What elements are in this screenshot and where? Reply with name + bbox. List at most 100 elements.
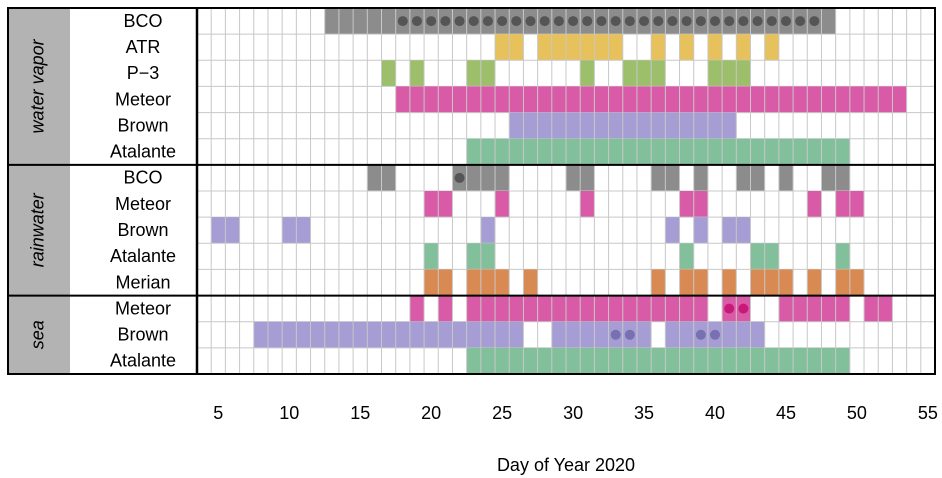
row-label: Atalante: [110, 142, 176, 162]
row-label: BCO: [123, 168, 162, 188]
dot: [426, 16, 437, 27]
x-tick-label: 20: [421, 403, 441, 423]
span-bar: [764, 34, 779, 61]
dot: [497, 16, 508, 27]
row-label: Meteor: [115, 194, 171, 214]
dot: [397, 16, 408, 27]
dot: [653, 16, 664, 27]
row-label: BCO: [123, 11, 162, 31]
row-label: Brown: [117, 325, 168, 345]
span-bar: [750, 269, 794, 296]
dot: [568, 16, 579, 27]
row-label: ATR: [126, 37, 161, 57]
span-bar: [523, 269, 538, 296]
group-box: [8, 164, 70, 296]
group-label: rainwater: [28, 192, 48, 267]
dot: [610, 329, 621, 340]
span-bar: [409, 295, 425, 322]
dot: [695, 329, 706, 340]
row-label: Brown: [117, 220, 168, 240]
group-box: [8, 295, 70, 374]
row-label: Atalante: [110, 246, 176, 266]
dot: [667, 16, 678, 27]
span-bar: [736, 34, 751, 61]
group-label: sea: [28, 320, 48, 349]
dot: [724, 16, 735, 27]
x-tick-label: 35: [634, 403, 654, 423]
span-bar: [466, 347, 850, 374]
span-bar: [622, 60, 666, 87]
span-bar: [722, 269, 737, 296]
dot: [539, 16, 550, 27]
dot: [454, 172, 465, 183]
frame: [7, 7, 936, 375]
span-bar: [679, 243, 694, 270]
span-bar: [778, 164, 794, 191]
span-bar: [381, 60, 396, 87]
row-label: Merian: [115, 272, 170, 292]
x-tick-label: 50: [847, 403, 867, 423]
span-bar: [835, 243, 850, 270]
dot: [695, 16, 706, 27]
dot: [809, 16, 820, 27]
row-label: Brown: [117, 115, 168, 135]
group-box: [8, 8, 70, 165]
dot: [454, 16, 465, 27]
dot: [468, 16, 479, 27]
dot: [780, 16, 791, 27]
dot: [766, 16, 777, 27]
dot: [553, 16, 564, 27]
span-bar: [466, 269, 510, 296]
row-label: Atalante: [110, 351, 176, 371]
span-bar: [551, 321, 652, 348]
span-bar: [807, 191, 822, 218]
x-tick-label: 10: [279, 403, 299, 423]
dot: [681, 16, 692, 27]
dot: [440, 16, 451, 27]
dot: [511, 16, 522, 27]
dot: [752, 16, 763, 27]
span-bar: [409, 60, 425, 87]
span-bar: [580, 60, 595, 87]
span-bar: [693, 164, 708, 191]
dot: [738, 16, 749, 27]
span-bar: [253, 321, 524, 348]
dot: [710, 16, 721, 27]
span-bar: [665, 217, 680, 244]
span-bar: [707, 34, 723, 61]
dot: [624, 16, 635, 27]
x-tick-label: 15: [350, 403, 370, 423]
dot: [582, 16, 593, 27]
row-label: Meteor: [115, 89, 171, 109]
x-tick-label: 25: [492, 403, 512, 423]
x-tick-label: 45: [776, 403, 796, 423]
span-bar: [424, 243, 439, 270]
span-bar: [651, 34, 666, 61]
dot: [724, 303, 735, 314]
x-tick-label: 40: [705, 403, 725, 423]
span-bar: [438, 295, 453, 322]
row-label: P−3: [127, 63, 160, 83]
span-bar: [480, 217, 496, 244]
span-bar: [679, 34, 694, 61]
group-label: water vapor: [28, 38, 48, 133]
dot: [525, 16, 536, 27]
span-bar: [693, 217, 708, 244]
span-bar: [495, 191, 510, 218]
span-bar: [778, 295, 850, 322]
span-bar: [707, 60, 751, 87]
dot: [795, 16, 806, 27]
x-axis-label: Day of Year 2020: [497, 455, 635, 475]
dot: [738, 303, 749, 314]
x-tick-label: 5: [213, 403, 223, 423]
span-bar: [580, 191, 595, 218]
row-label: Meteor: [115, 298, 171, 318]
x-tick-label: 55: [918, 403, 938, 423]
span-bar: [466, 138, 850, 165]
span-bar: [651, 269, 666, 296]
dot: [639, 16, 650, 27]
x-tick-label: 30: [563, 403, 583, 423]
dot: [596, 16, 607, 27]
span-bar: [807, 269, 822, 296]
